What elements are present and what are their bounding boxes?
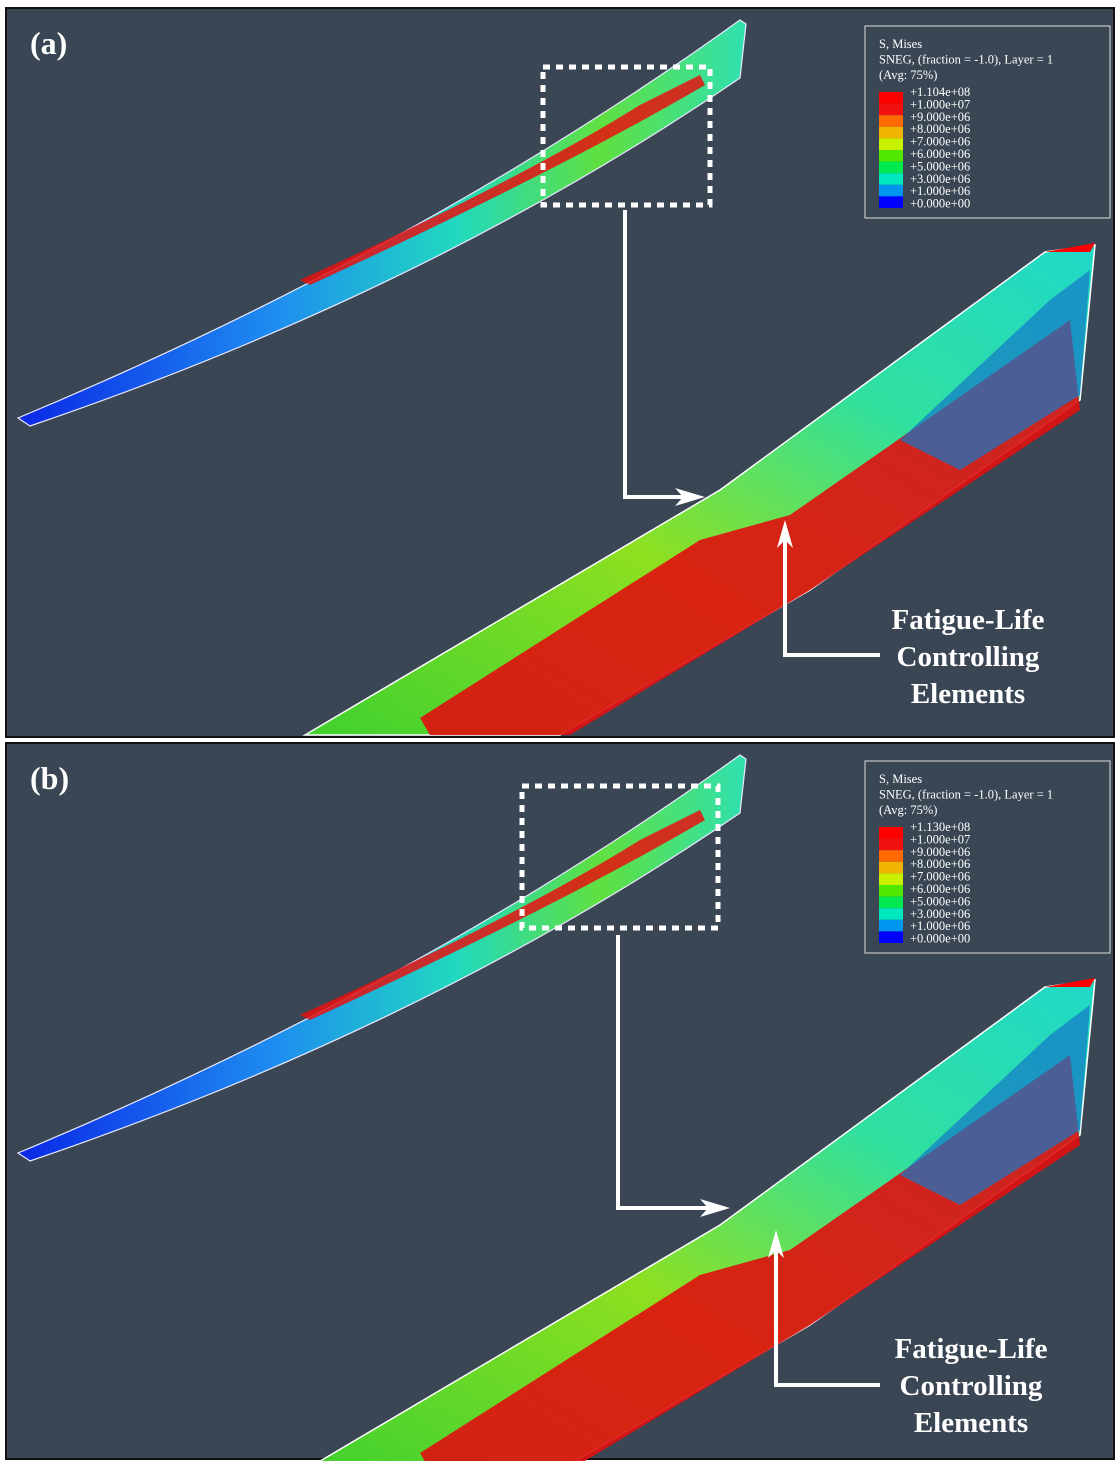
legend-swatch <box>879 827 903 839</box>
annotation: Controlling <box>897 641 1040 673</box>
legend-swatch <box>879 897 903 909</box>
panel-label: (b) <box>30 760 69 796</box>
legend-title: (Avg: 75%) <box>879 68 937 82</box>
legend-title: S, Mises <box>879 37 922 51</box>
legend-swatch <box>879 104 903 116</box>
annotation: Elements <box>911 678 1025 710</box>
legend-swatch <box>879 162 903 174</box>
legend-swatch <box>879 196 903 208</box>
annotation: Fatigue-Life <box>894 1333 1047 1365</box>
legend-swatch <box>879 850 903 862</box>
panel: (a) Fatigue-Life Controlling Elements S, Mis… <box>6 8 1114 737</box>
legend-value: +0.000e+00 <box>910 932 970 946</box>
legend-swatch <box>879 873 903 885</box>
legend-title: (Avg: 75%) <box>879 803 937 817</box>
panel: (b) Fatigue-Life Controlling Elements S, Mis… <box>6 743 1114 1461</box>
panel-label: (a) <box>30 25 67 61</box>
legend-swatch <box>879 115 903 127</box>
legend-swatch <box>879 920 903 932</box>
legend-swatch <box>879 92 903 104</box>
legend-swatch <box>879 138 903 150</box>
legend-swatch <box>879 127 903 139</box>
legend-title: SNEG, (fraction = -1.0), Layer = 1 <box>879 53 1053 67</box>
legend-value: +0.000e+00 <box>910 197 970 211</box>
legend-swatch <box>879 885 903 897</box>
annotation: Elements <box>914 1407 1028 1439</box>
legend-title: SNEG, (fraction = -1.0), Layer = 1 <box>879 788 1053 802</box>
legend-swatch <box>879 908 903 920</box>
legend-swatch <box>879 150 903 162</box>
legend-swatch <box>879 862 903 874</box>
legend-swatch <box>879 185 903 197</box>
figure: (a) Fatigue-Life Controlling Elements S, Mis… <box>0 0 1116 1461</box>
annotation: Controlling <box>900 1370 1043 1402</box>
legend-swatch <box>879 839 903 851</box>
legend-swatch <box>879 931 903 943</box>
legend-swatch <box>879 173 903 185</box>
legend-title: S, Mises <box>879 772 922 786</box>
annotation: Fatigue-Life <box>891 604 1044 636</box>
